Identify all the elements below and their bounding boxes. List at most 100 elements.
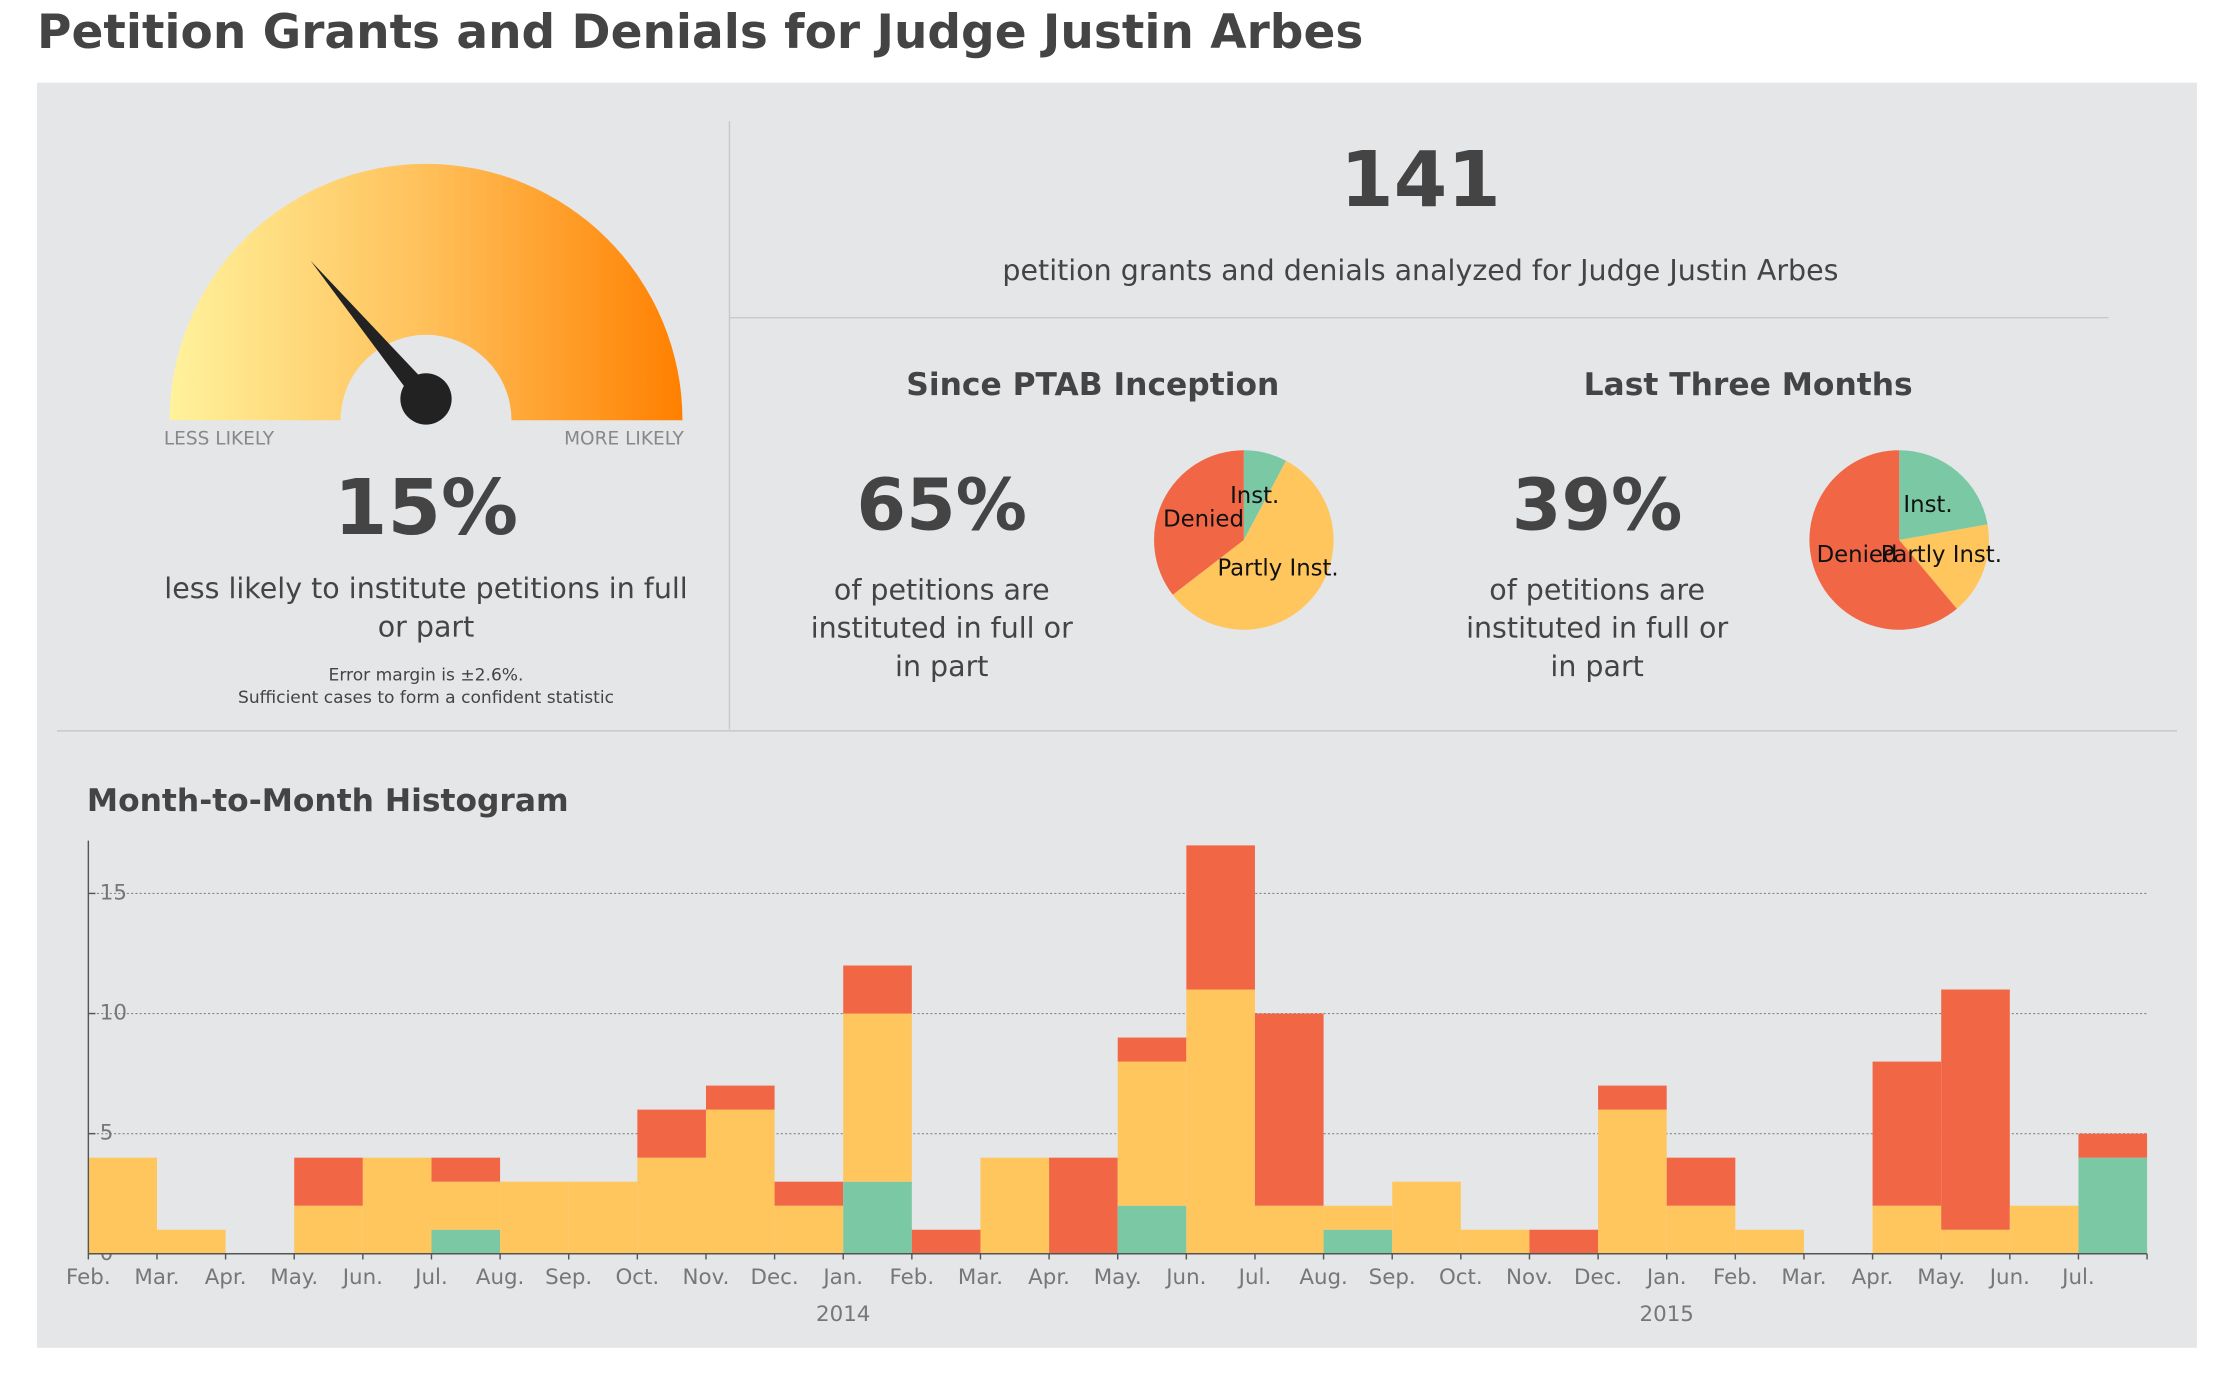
- x-tick-label: Apr.: [1852, 1265, 1894, 1290]
- page-title: Petition Grants and Denials for Judge Ju…: [37, 5, 1363, 60]
- pie-label: Partly Inst.: [1217, 555, 1338, 581]
- pie-title: Last Three Months: [1584, 367, 1913, 403]
- note-line: Sufficient cases to form a confident sta…: [238, 688, 614, 708]
- pie-label: Partly Inst.: [1881, 542, 2002, 568]
- bar: [294, 1206, 363, 1254]
- bar: [363, 1158, 432, 1254]
- bar: [706, 1086, 775, 1110]
- bar: [1873, 1206, 1942, 1254]
- x-tick-label: Apr.: [1028, 1265, 1070, 1290]
- pie-label: Denied: [1163, 507, 1244, 533]
- bar: [843, 1182, 912, 1254]
- pie-title: Since PTAB Inception: [906, 367, 1279, 403]
- bar: [1598, 1110, 1667, 1254]
- caption-line: of petitions are: [1489, 573, 1705, 606]
- year-label: 2014: [816, 1302, 870, 1327]
- x-tick-label: Jun.: [1988, 1265, 2030, 1290]
- bar: [1186, 845, 1255, 989]
- caption-line: instituted in full or: [1466, 612, 1728, 645]
- x-tick-label: Aug.: [1299, 1265, 1348, 1290]
- bar: [1941, 1230, 2010, 1254]
- x-tick-label: Jun.: [341, 1265, 383, 1290]
- bar: [88, 1158, 157, 1254]
- bar: [843, 1014, 912, 1182]
- bar: [500, 1182, 569, 1254]
- gauge-value: 15%: [334, 464, 518, 553]
- y-tick-label: 10: [100, 1001, 127, 1026]
- year-label: 2015: [1640, 1302, 1694, 1327]
- summary-caption: petition grants and denials analyzed for…: [1002, 254, 1838, 287]
- bar: [431, 1158, 500, 1182]
- caption-line: less likely to institute petitions in fu…: [164, 572, 687, 605]
- bar: [1118, 1062, 1187, 1206]
- gauge-right-label: MORE LIKELY: [564, 428, 684, 449]
- x-tick-label: Sep.: [545, 1265, 592, 1290]
- bar: [637, 1110, 706, 1158]
- x-tick-label: Feb.: [1713, 1265, 1758, 1290]
- x-tick-label: Mar.: [1781, 1265, 1826, 1290]
- x-tick-label: Mar.: [958, 1265, 1003, 1290]
- caption-line: of petitions are: [834, 573, 1050, 606]
- x-tick-label: Jun.: [1164, 1265, 1206, 1290]
- bar: [1118, 1038, 1187, 1062]
- x-tick-label: Mar.: [134, 1265, 179, 1290]
- bar: [1392, 1182, 1461, 1254]
- caption-line: in part: [1550, 650, 1643, 683]
- pie-label: Inst.: [1903, 492, 1952, 518]
- bar: [2010, 1206, 2079, 1254]
- bar: [1255, 1206, 1324, 1254]
- bar: [1186, 990, 1255, 1254]
- x-tick-label: Nov.: [683, 1265, 730, 1290]
- bar: [2078, 1134, 2147, 1158]
- bar: [843, 966, 912, 1014]
- gauge-pivot: [400, 373, 451, 424]
- bar: [2078, 1158, 2147, 1254]
- bar: [1461, 1230, 1530, 1254]
- pie-label: Denied: [1817, 542, 1898, 568]
- chart-title: Month-to-Month Histogram: [87, 783, 569, 819]
- x-tick-label: Aug.: [476, 1265, 525, 1290]
- note-line: Error margin is ±2.6%.: [329, 665, 524, 685]
- x-tick-label: Jul.: [413, 1265, 448, 1290]
- pie-stat: 39%: [1512, 464, 1682, 547]
- bar: [1324, 1230, 1393, 1254]
- bar: [1667, 1206, 1736, 1254]
- x-tick-label: Feb.: [890, 1265, 935, 1290]
- bar: [1667, 1158, 1736, 1206]
- x-tick-label: May.: [1917, 1265, 1965, 1290]
- bar: [157, 1230, 226, 1254]
- bar: [431, 1182, 500, 1230]
- x-tick-label: Jan.: [821, 1265, 863, 1290]
- bar: [775, 1182, 844, 1206]
- x-tick-label: Jul.: [2060, 1265, 2095, 1290]
- x-tick-label: Jan.: [1645, 1265, 1687, 1290]
- bar: [1255, 1014, 1324, 1206]
- bar: [637, 1158, 706, 1254]
- bar: [1873, 1062, 1942, 1206]
- bar: [1941, 990, 2010, 1230]
- bar: [1049, 1158, 1118, 1254]
- pie-label: Inst.: [1230, 483, 1279, 509]
- bar: [569, 1182, 638, 1254]
- caption-line: instituted in full or: [811, 612, 1073, 645]
- gauge-left-label: LESS LIKELY: [164, 428, 275, 449]
- x-tick-label: Apr.: [205, 1265, 247, 1290]
- bar: [431, 1230, 500, 1254]
- x-tick-label: Oct.: [615, 1265, 659, 1290]
- bar: [706, 1110, 775, 1254]
- bar: [912, 1230, 981, 1254]
- x-tick-label: Feb.: [66, 1265, 111, 1290]
- x-tick-label: Oct.: [1439, 1265, 1483, 1290]
- pie-stat: 65%: [857, 464, 1027, 547]
- x-tick-label: Dec.: [1574, 1265, 1622, 1290]
- bar: [1118, 1206, 1187, 1254]
- bar: [1529, 1230, 1598, 1254]
- x-tick-label: Sep.: [1369, 1265, 1416, 1290]
- y-tick-label: 15: [100, 880, 127, 905]
- bar: [1324, 1206, 1393, 1230]
- bar: [1598, 1086, 1667, 1110]
- bar: [294, 1158, 363, 1206]
- summary-count: 141: [1340, 136, 1501, 225]
